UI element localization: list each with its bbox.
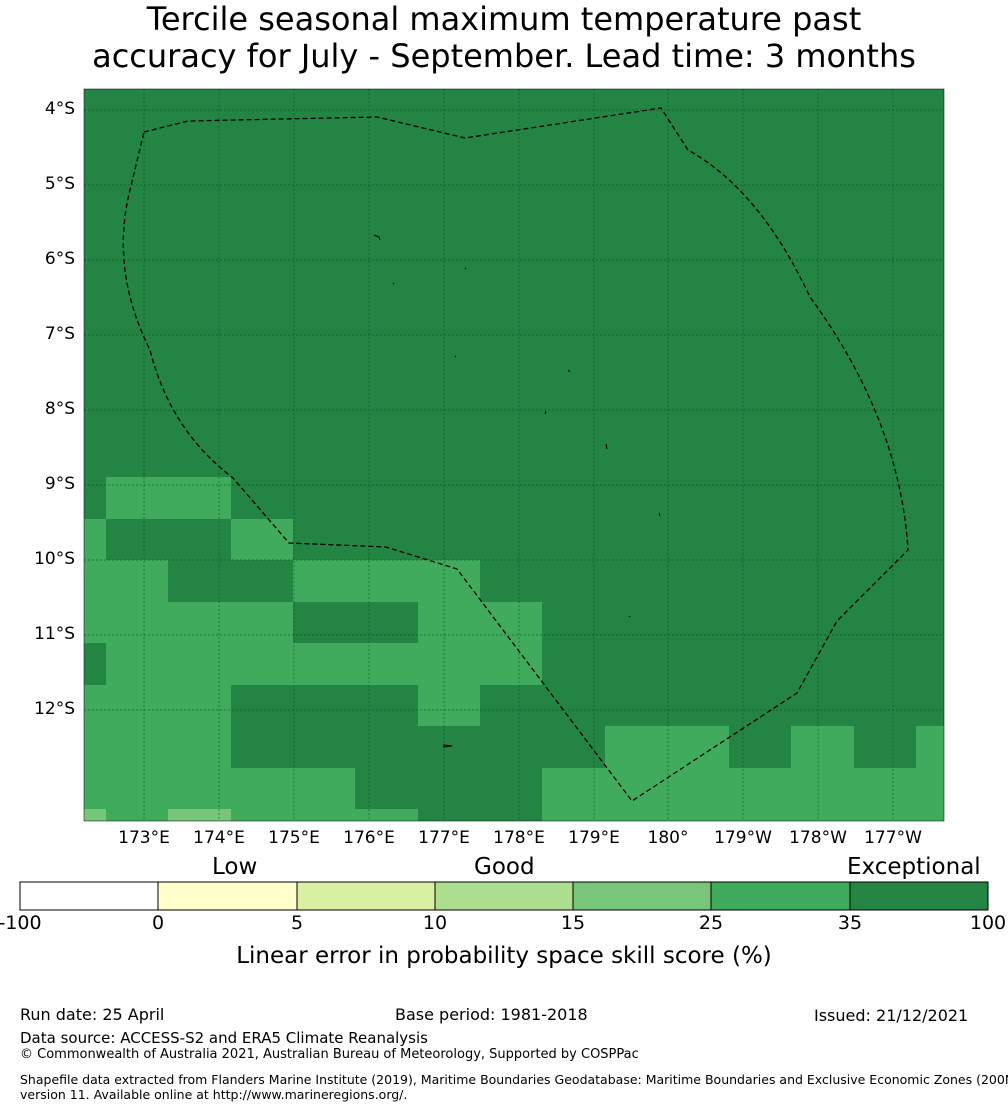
run-date: Run date: 25 April	[20, 1005, 165, 1024]
lat-label: 12°S	[34, 699, 75, 719]
data-source: Data source: ACCESS-S2 and ERA5 Climate …	[20, 1029, 428, 1047]
lon-label: 178°W	[789, 828, 847, 848]
lon-label: 174°E	[193, 828, 245, 848]
category-low: Low	[212, 854, 258, 880]
colorbar-segment	[20, 882, 158, 910]
lighter-skill-cells	[84, 809, 231, 821]
colorbar-segment	[711, 882, 850, 910]
colorbar-segment	[297, 882, 435, 910]
category-good: Good	[474, 854, 535, 880]
colorbar-tick: 10	[422, 912, 448, 934]
colorbar-segment	[158, 882, 297, 910]
colorbar-tick: 35	[837, 912, 863, 934]
colorbar	[19, 881, 989, 911]
lon-label: 177°E	[418, 828, 470, 848]
lat-label: 7°S	[44, 324, 75, 344]
lat-label: 5°S	[44, 174, 75, 194]
lat-label: 9°S	[44, 474, 75, 494]
lon-label: 173°E	[118, 828, 170, 848]
lon-label: 176°E	[343, 828, 395, 848]
lat-label: 6°S	[44, 249, 75, 269]
lon-label: 177°W	[864, 828, 922, 848]
island-outlines	[373, 234, 661, 748]
lon-label: 175°E	[268, 828, 320, 848]
chart-title-line1: Tercile seasonal maximum temperature pas…	[146, 0, 862, 38]
colorbar-tick: 25	[698, 912, 724, 934]
good-skill-cells	[84, 477, 944, 821]
colorbar-label: Linear error in probability space skill …	[236, 943, 772, 969]
chart-title-line2: accuracy for July - September. Lead time…	[92, 37, 916, 75]
colorbar-segment	[573, 882, 711, 910]
shapefile-credit-line2: version 11. Available online at http://w…	[20, 1087, 408, 1102]
category-exceptional: Exceptional	[847, 854, 981, 880]
shapefile-credit-line1: Shapefile data extracted from Flanders M…	[20, 1072, 1008, 1087]
colorbar-tick: 15	[560, 912, 586, 934]
lat-label: 8°S	[44, 399, 75, 419]
eez-boundary	[122, 107, 909, 802]
colorbar-segment	[850, 882, 988, 910]
lon-label: 179°E	[568, 828, 620, 848]
issued-date: Issued: 21/12/2021	[814, 1006, 969, 1025]
lat-label: 11°S	[34, 624, 75, 644]
colorbar-tick: -100	[0, 912, 42, 934]
lon-label: 180°	[647, 828, 689, 848]
colorbar-tick: 100	[969, 912, 1007, 934]
lat-label: 4°S	[44, 99, 75, 119]
lat-label: 10°S	[34, 549, 75, 569]
lon-label: 178°E	[493, 828, 545, 848]
colorbar-tick: 0	[151, 912, 165, 934]
colorbar-segment	[435, 882, 573, 910]
skill-score-map	[83, 88, 945, 822]
base-period: Base period: 1981-2018	[395, 1005, 588, 1024]
colorbar-tick: 5	[290, 912, 304, 934]
copyright: © Commonwealth of Australia 2021, Austra…	[20, 1047, 639, 1062]
map-gridlines	[84, 89, 944, 821]
lon-label: 179°W	[714, 828, 772, 848]
